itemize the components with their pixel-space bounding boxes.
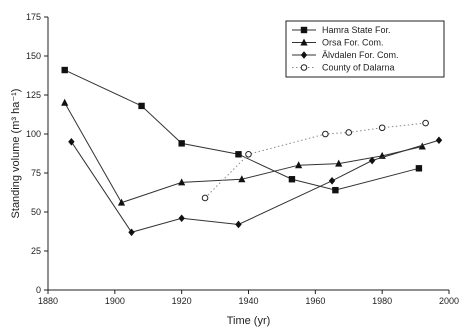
data-point	[178, 178, 186, 186]
y-tick-label: 100	[26, 129, 41, 139]
y-tick-label: 25	[31, 246, 41, 256]
data-point	[332, 186, 339, 194]
data-point	[178, 140, 185, 147]
legend-label: County of Dalarna	[322, 63, 395, 73]
legend-marker	[300, 26, 308, 34]
series-layer	[61, 66, 443, 237]
data-point	[345, 129, 353, 136]
data-point	[295, 161, 303, 169]
series-1	[61, 66, 423, 194]
y-tick-label: 125	[26, 90, 41, 100]
data-point	[68, 138, 75, 146]
legend-label: Älvdalen For. Com.	[322, 50, 399, 60]
x-axis-title: Time (yr)	[227, 315, 271, 327]
data-point	[201, 194, 209, 202]
data-point	[128, 228, 135, 237]
series-line	[70, 139, 440, 233]
legend-marker	[300, 51, 308, 59]
data-point	[61, 66, 68, 74]
series-3	[68, 136, 443, 237]
data-point	[328, 177, 336, 185]
series-2	[61, 98, 426, 206]
data-point	[235, 151, 242, 158]
y-tick-label: 175	[26, 12, 41, 22]
legend-item: Hamra State For.	[292, 25, 391, 35]
x-tick-label: 1980	[372, 296, 392, 306]
x-tick-label: 1920	[172, 296, 192, 306]
series-line	[204, 122, 426, 199]
series-line	[64, 69, 420, 191]
data-point	[117, 198, 126, 206]
x-tick-label: 1900	[105, 296, 125, 306]
axes: 0 25 50 75 100 125 150 175 1880 1900 1920 1940 1960 1…	[26, 12, 459, 306]
legend-item: Älvdalen For. Com.	[292, 50, 399, 60]
data-point	[245, 150, 252, 158]
legend-marker	[300, 38, 308, 46]
data-point	[435, 136, 443, 145]
data-point	[138, 102, 145, 110]
data-point	[235, 220, 242, 229]
data-point	[335, 159, 343, 167]
data-point	[415, 165, 423, 172]
data-point	[378, 124, 386, 132]
legend-item: County of Dalarna	[292, 63, 395, 73]
legend-label: Hamra State For.	[322, 25, 391, 35]
x-tick-label: 1940	[238, 296, 258, 306]
legend: Hamra State For. Orsa For. Com. Älvdalen F…	[285, 20, 445, 78]
legend-item: Orsa For. Com.	[292, 38, 384, 48]
data-point	[178, 214, 185, 223]
legend-marker	[300, 64, 308, 71]
y-tick-label: 75	[31, 168, 41, 178]
data-point	[368, 156, 376, 165]
y-tick-label: 0	[36, 285, 41, 295]
data-point	[288, 176, 296, 183]
legend-label: Orsa For. Com.	[322, 38, 384, 48]
x-tick-label: 1960	[305, 296, 325, 306]
y-axis-title: Standing volume (m³ ha⁻¹)	[10, 89, 22, 219]
series-line	[64, 102, 423, 204]
series-4	[201, 119, 429, 202]
data-point	[418, 142, 426, 150]
data-point	[322, 130, 329, 138]
x-tick-label: 1880	[38, 296, 58, 306]
x-tick-label: 2000	[439, 296, 459, 306]
data-point	[422, 119, 429, 127]
y-tick-label: 150	[26, 51, 41, 61]
data-point	[61, 98, 69, 106]
data-point	[238, 175, 246, 183]
y-tick-label: 50	[31, 207, 41, 217]
